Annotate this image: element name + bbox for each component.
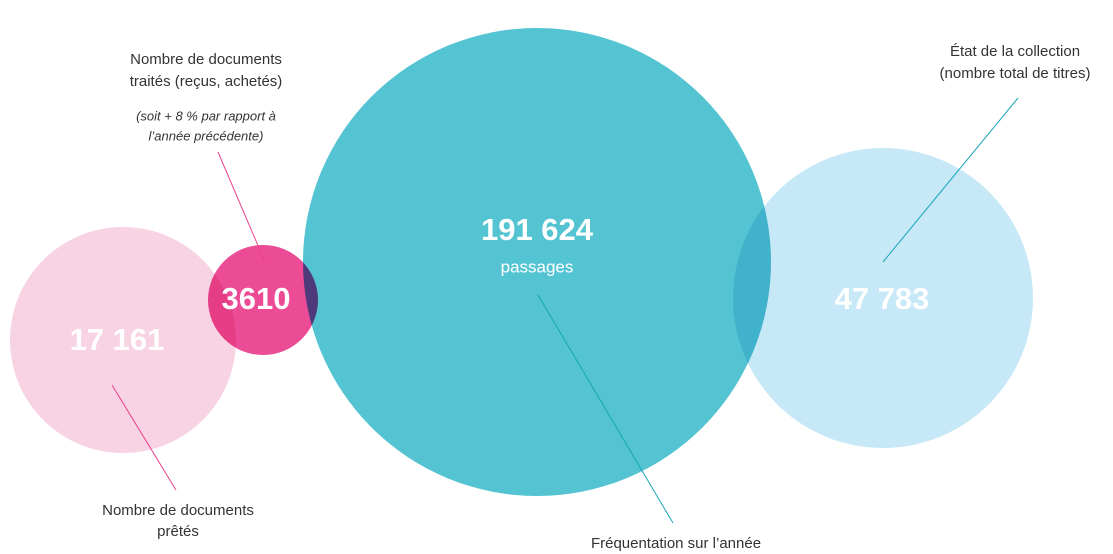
note: l’année précédente) (149, 128, 264, 143)
note: (soit + 8 % par rapport à (136, 108, 276, 123)
label: Nombre de documents (130, 51, 282, 68)
pointer-line (537, 294, 674, 524)
pointer-line (111, 384, 177, 491)
value: 17 161 (70, 322, 165, 357)
value: 191 624 (481, 212, 594, 247)
bubble-visits (303, 28, 771, 496)
pointer-line (882, 97, 1019, 263)
bubble-processed (208, 245, 318, 355)
label: État de la collection (950, 43, 1080, 60)
unit: passages (501, 257, 574, 276)
label: traités (reçus, achetés) (130, 73, 283, 90)
bubble-collection (733, 148, 1033, 448)
label: (nombre total de titres) (940, 65, 1091, 82)
bubble-loans (10, 227, 236, 453)
label: Nombre de documents (102, 502, 254, 519)
value: 3610 (222, 281, 291, 316)
pointer-line (217, 151, 266, 263)
label: prêtés (157, 523, 199, 540)
label: Fréquentation sur l’année (591, 535, 761, 552)
value: 47 783 (835, 281, 930, 316)
